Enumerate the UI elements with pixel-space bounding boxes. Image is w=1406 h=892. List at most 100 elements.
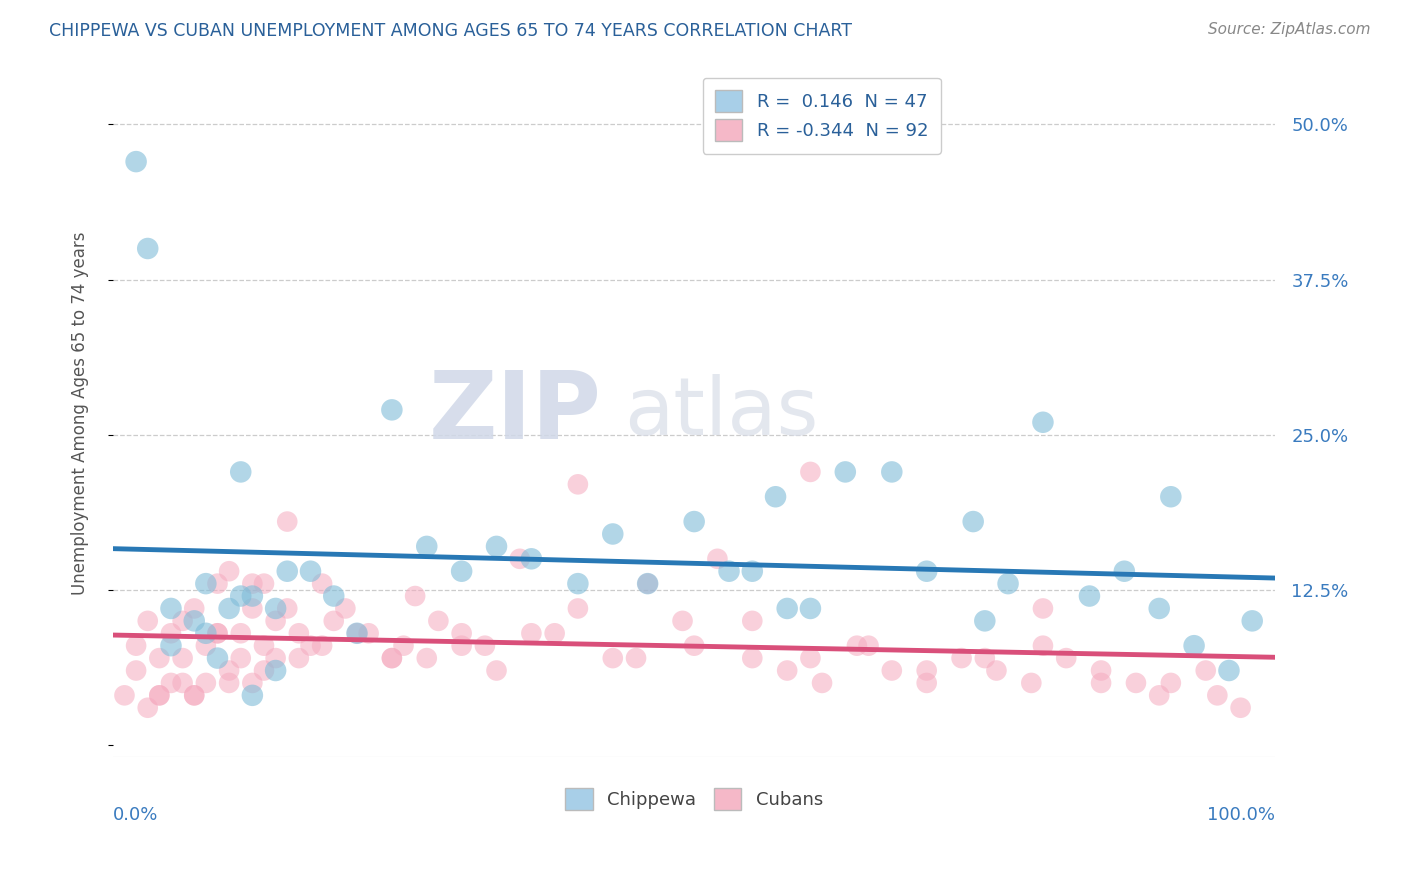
Point [671,614,693,628]
Point [811,676,834,690]
Point [136,614,159,628]
Point [322,614,344,628]
Point [183,601,205,615]
Point [207,651,229,665]
Point [427,614,450,628]
Point [1021,676,1043,690]
Text: CHIPPEWA VS CUBAN UNEMPLOYMENT AMONG AGES 65 TO 74 YEARS CORRELATION CHART: CHIPPEWA VS CUBAN UNEMPLOYMENT AMONG AGE… [49,22,852,40]
Point [276,601,298,615]
Point [183,689,205,703]
Point [1032,601,1054,615]
Point [1090,676,1112,690]
Point [322,589,344,603]
Point [450,564,472,578]
Point [567,576,589,591]
Point [218,676,240,690]
Point [858,639,880,653]
Point [346,626,368,640]
Point [136,242,159,256]
Point [381,651,404,665]
Point [381,402,404,417]
Point [218,564,240,578]
Point [1160,490,1182,504]
Point [288,626,311,640]
Point [880,664,903,678]
Point [229,465,252,479]
Point [357,626,380,640]
Point [125,664,148,678]
Point [416,540,439,554]
Point [799,651,821,665]
Point [1054,651,1077,665]
Point [485,540,508,554]
Point [240,601,263,615]
Point [288,651,311,665]
Point [240,576,263,591]
Point [1032,639,1054,653]
Point [1032,415,1054,429]
Point [114,689,136,703]
Point [776,601,799,615]
Point [172,676,194,690]
Point [637,576,659,591]
Point [148,689,170,703]
Point [973,614,995,628]
Text: ZIP: ZIP [429,367,602,459]
Point [264,651,287,665]
Point [229,651,252,665]
Point [765,490,787,504]
Point [543,626,565,640]
Point [845,639,868,653]
Point [997,576,1019,591]
Point [125,639,148,653]
Point [986,664,1008,678]
Point [567,601,589,615]
Point [915,676,938,690]
Point [509,551,531,566]
Point [602,527,624,541]
Point [718,564,741,578]
Point [194,639,217,653]
Point [160,626,183,640]
Point [125,154,148,169]
Point [799,465,821,479]
Point [264,664,287,678]
Point [416,651,439,665]
Point [207,626,229,640]
Point [1147,689,1170,703]
Point [962,515,984,529]
Point [567,477,589,491]
Point [148,651,170,665]
Point [741,651,763,665]
Point [392,639,415,653]
Point [1182,639,1205,653]
Point [485,664,508,678]
Point [683,639,706,653]
Point [1206,689,1229,703]
Point [915,664,938,678]
Point [1114,564,1136,578]
Point [520,626,543,640]
Point [136,700,159,714]
Point [240,689,263,703]
Point [276,564,298,578]
Point [229,626,252,640]
Point [148,689,170,703]
Point [299,564,322,578]
Point [194,576,217,591]
Point [311,576,333,591]
Point [799,601,821,615]
Point [973,651,995,665]
Point [346,626,368,640]
Point [229,589,252,603]
Point [253,639,276,653]
Text: 100.0%: 100.0% [1208,805,1275,823]
Point [160,601,183,615]
Point [880,465,903,479]
Point [194,676,217,690]
Point [741,564,763,578]
Point [160,639,183,653]
Text: 0.0%: 0.0% [112,805,159,823]
Point [1147,601,1170,615]
Point [834,465,856,479]
